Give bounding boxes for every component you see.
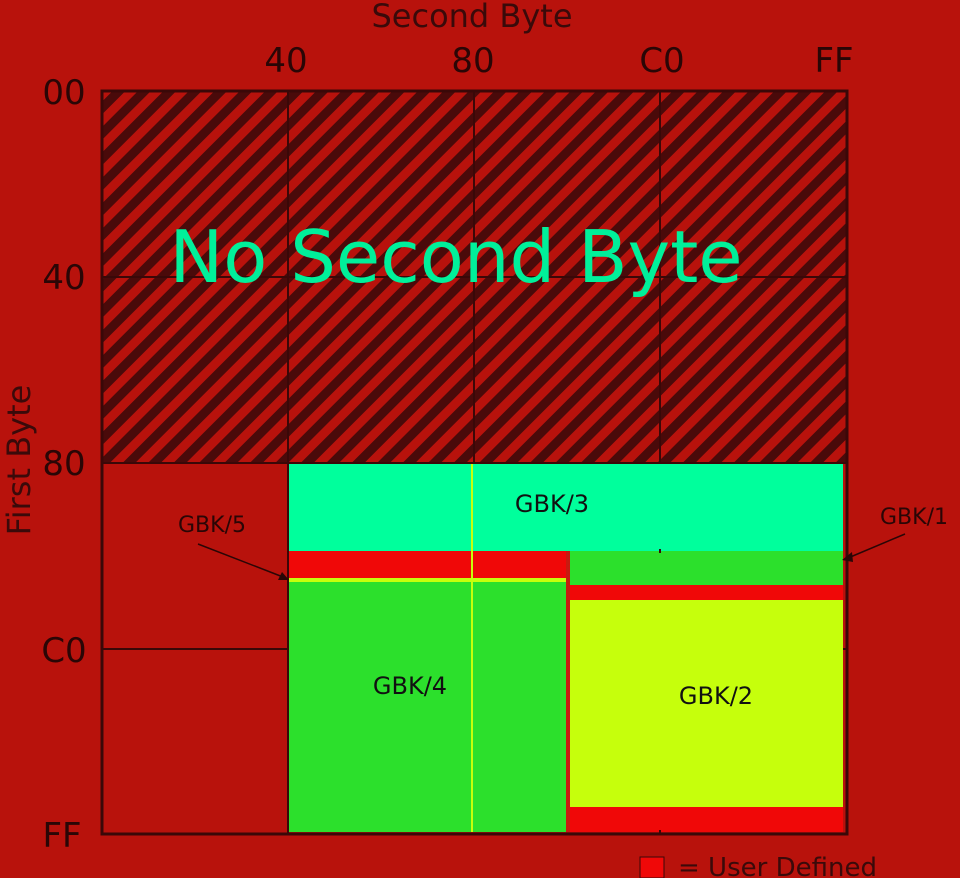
gbk5-callout: GBK/5 (178, 513, 246, 538)
gbk4-label: GBK/4 (373, 672, 447, 700)
column-separator (566, 551, 570, 832)
gbk3-region (289, 463, 843, 551)
gbk4-top-edge (289, 578, 568, 582)
x-axis-title: Second Byte (371, 0, 572, 35)
y-tick-80: 80 (42, 444, 85, 484)
gbk2-label: GBK/2 (679, 682, 753, 710)
legend-swatch-user-defined (639, 856, 665, 878)
legend-label-user-defined: = User Defined (678, 853, 877, 878)
chart-frame (100, 89, 849, 836)
y-tick-c0: C0 (41, 631, 86, 671)
gbk1-arrowhead (842, 552, 853, 562)
x-tick-40: 40 (264, 41, 307, 81)
grid-lines (102, 91, 847, 834)
user-defined-strip-lower (570, 807, 843, 832)
gbk5-arrowhead (278, 572, 289, 580)
gbk5-arrow (197, 543, 284, 578)
gbk4-region (289, 582, 568, 832)
gbk1-callout: GBK/1 (880, 505, 948, 530)
gbk1-region (570, 551, 843, 585)
x-tick-ff: FF (814, 41, 853, 81)
no-second-byte-label: No Second Byte (169, 215, 742, 299)
x-tick-80: 80 (451, 41, 494, 81)
y-tick-ff: FF (42, 816, 81, 856)
user-defined-gbk5-strip (289, 551, 568, 580)
y-tick-00: 00 (42, 73, 85, 113)
x-tick-c0: C0 (639, 41, 684, 81)
y-tick-40: 40 (42, 258, 85, 298)
y-axis-title: First Byte (0, 385, 38, 536)
user-defined-strip-upper (570, 585, 843, 600)
gbk1-arrow (847, 533, 906, 559)
gbk2-region (570, 600, 843, 807)
gbk3-label: GBK/3 (515, 490, 589, 518)
